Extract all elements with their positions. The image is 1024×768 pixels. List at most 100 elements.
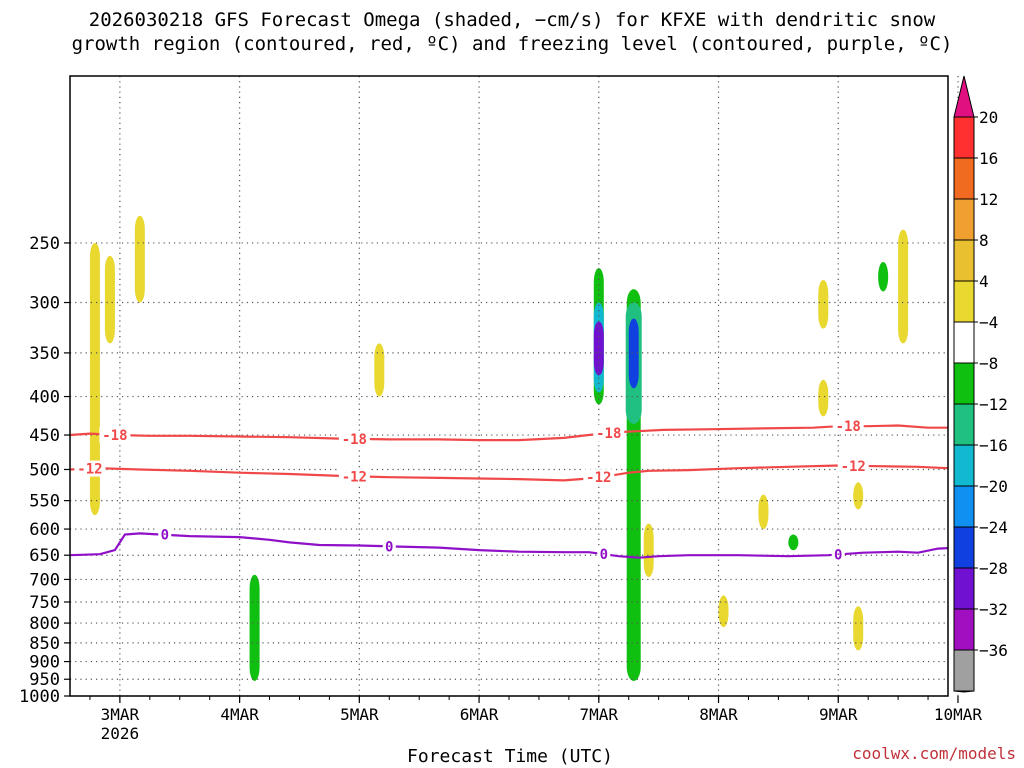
contour-label-bg <box>583 469 615 486</box>
y-tick-label: 250 <box>29 234 60 254</box>
omega-shade-region <box>853 606 864 651</box>
x-tick-label: 8MAR <box>699 705 738 724</box>
contour-label: -18 <box>102 428 127 444</box>
colorbar-label: 20 <box>979 108 998 127</box>
omega-shade-region <box>89 242 100 516</box>
plot-frame <box>69 75 949 697</box>
y-tick-label: 650 <box>29 546 60 566</box>
contour-label: -12 <box>841 459 866 475</box>
contour-label: 0 <box>385 539 393 555</box>
y-tick-label: 950 <box>29 670 60 690</box>
omega-shading <box>89 215 909 681</box>
colorbar-label: −12 <box>979 395 1008 414</box>
colorbar-label: 4 <box>979 272 989 291</box>
omega-shade-region <box>104 255 115 344</box>
contour-label: 0 <box>600 547 608 563</box>
contour-label: -12 <box>342 469 367 485</box>
x-tick-label: 5MAR <box>340 705 379 724</box>
colorbar-segment <box>953 280 975 323</box>
y-tick-label: 600 <box>29 520 60 540</box>
omega-shade-region <box>818 379 829 417</box>
contour-label-bg <box>99 427 131 444</box>
contour-label-bg <box>338 468 370 485</box>
x-tick-label: 6MAR <box>460 705 499 724</box>
colorbar-label: −32 <box>979 600 1008 619</box>
x-tick-label: 10MAR <box>934 705 983 724</box>
omega-shade-region <box>818 279 829 329</box>
colorbar-segment <box>953 321 975 364</box>
colorbar-segment <box>953 485 975 528</box>
omega-shade-region <box>718 595 729 628</box>
contour-label-bg <box>831 546 845 563</box>
y-tick-label: 450 <box>29 426 60 446</box>
contour-line <box>69 532 949 559</box>
temperature-contours: -18 -18 -18 -18 -12 -12 -12 -12 0 0 0 0 <box>69 418 949 563</box>
contour-label-bg <box>382 538 396 555</box>
contour-label-bg <box>593 425 625 442</box>
omega-shade-region <box>788 534 799 551</box>
colorbar-segment <box>953 403 975 446</box>
colorbar-segment <box>953 198 975 241</box>
contour-line <box>69 424 948 442</box>
y-tick-label: 750 <box>29 593 60 613</box>
contour-label-bg <box>832 418 864 435</box>
colorbar-label: 12 <box>979 190 998 209</box>
colorbar-label: −28 <box>979 559 1008 578</box>
contour-label-bg <box>338 430 370 447</box>
x-tick-year-label: 2026 <box>101 724 140 743</box>
x-axis-label: Forecast Time (UTC) <box>407 746 613 767</box>
omega-shade-region <box>593 321 604 376</box>
colorbar-label: −36 <box>979 641 1008 660</box>
colorbar-segment <box>953 157 975 200</box>
x-tick-label: 4MAR <box>220 705 259 724</box>
y-tick-label: 700 <box>29 570 60 590</box>
omega-shade-region <box>628 318 639 389</box>
omega-shade-region <box>758 494 769 530</box>
contour-label: -18 <box>836 419 861 435</box>
contour-label: 0 <box>161 528 169 544</box>
y-tick-label: 550 <box>29 492 60 512</box>
colorbar-segment <box>953 116 975 159</box>
credit-link[interactable]: coolwx.com/models <box>852 744 1016 763</box>
contour-label-bg <box>158 526 172 543</box>
y-tick-label: 400 <box>29 388 60 408</box>
omega-shade-region <box>643 523 654 578</box>
colorbar-label: −4 <box>979 313 998 332</box>
y-tick-label: 850 <box>29 634 60 654</box>
colorbar-segment <box>953 239 975 282</box>
colorbar-segment <box>953 526 975 569</box>
y-tick-label: 500 <box>29 460 60 480</box>
omega-shade-region <box>134 215 145 303</box>
x-tick-label: 9MAR <box>819 705 858 724</box>
y-tick-label: 900 <box>29 653 60 673</box>
contour-label: -18 <box>342 432 367 448</box>
omega-shade-region <box>878 261 889 292</box>
contour-label-bg <box>837 457 869 474</box>
y-tick-label: 300 <box>29 294 60 314</box>
colorbar-label: 8 <box>979 231 989 250</box>
colorbar-segment <box>953 608 975 651</box>
omega-shade-region <box>853 482 864 510</box>
omega-shade-region <box>374 343 385 397</box>
colorbar-top-arrow <box>953 75 975 118</box>
y-tick-label: 800 <box>29 614 60 634</box>
x-tick-label: 3MAR <box>101 705 140 724</box>
contour-label: -18 <box>596 426 621 442</box>
y-tick-label: 350 <box>29 344 60 364</box>
contour-label-bg <box>597 546 611 563</box>
colorbar-segment <box>953 444 975 487</box>
colorbar-label: −16 <box>979 436 1008 455</box>
colorbar-segment <box>953 362 975 405</box>
omega-shade-region <box>249 574 260 681</box>
colorbar-bottom-arrow <box>953 690 975 693</box>
x-tick-label: 7MAR <box>580 705 619 724</box>
chart-title-line1: 2026030218 GFS Forecast Omega (shaded, −… <box>88 9 936 31</box>
colorbar-legend: 20 16 12 8 4 −4 −8 −12 −16 −20 −24 −28 −32 −36 <box>953 75 1008 693</box>
colorbar-label: −24 <box>979 518 1008 537</box>
y-axis: 2503003504004505005506006507007508008509… <box>19 234 70 707</box>
contour-label: 0 <box>834 547 842 563</box>
contour-label-bg <box>74 460 106 477</box>
colorbar-segment <box>953 649 975 692</box>
